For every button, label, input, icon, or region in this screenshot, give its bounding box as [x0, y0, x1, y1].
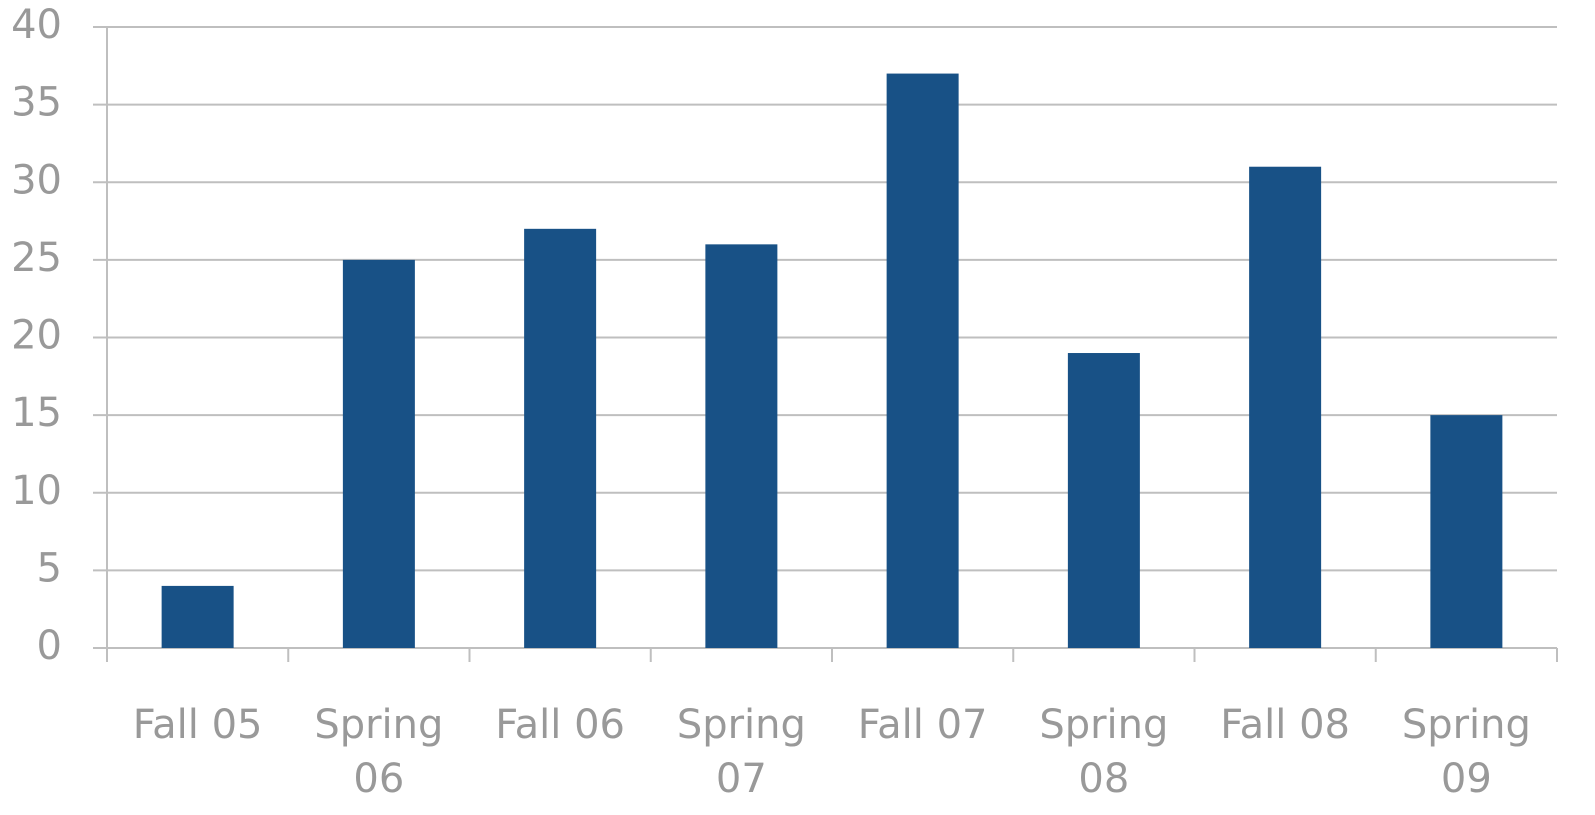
y-tick-label: 30: [11, 157, 62, 203]
x-tick-label: Spring 06: [314, 702, 444, 802]
bar: [1067, 353, 1140, 648]
x-tick-label: Fall 07: [857, 702, 988, 748]
y-tick-label: 20: [11, 313, 62, 359]
bar: [886, 73, 959, 648]
bar: [342, 259, 415, 648]
bar: [705, 244, 778, 648]
y-tick-label: 40: [11, 2, 62, 48]
y-tick-label: 0: [37, 623, 62, 669]
y-tick-label: 15: [11, 390, 62, 436]
y-tick-label: 25: [11, 235, 62, 281]
x-tick-label: Fall 05: [132, 702, 263, 748]
bar: [1430, 415, 1503, 648]
y-tick-label: 10: [11, 468, 62, 514]
bar: [161, 585, 234, 648]
bar: [524, 228, 597, 648]
x-tick-label: Fall 06: [495, 702, 625, 748]
y-tick-label: 5: [37, 545, 62, 591]
x-tick-label: Spring 07: [676, 702, 806, 802]
y-tick-label: 35: [11, 80, 62, 126]
x-tick-label: Spring 09: [1401, 702, 1531, 802]
bar: [1249, 166, 1322, 648]
x-tick-label: Fall 08: [1220, 702, 1350, 748]
x-tick-label: Spring 08: [1039, 702, 1169, 802]
